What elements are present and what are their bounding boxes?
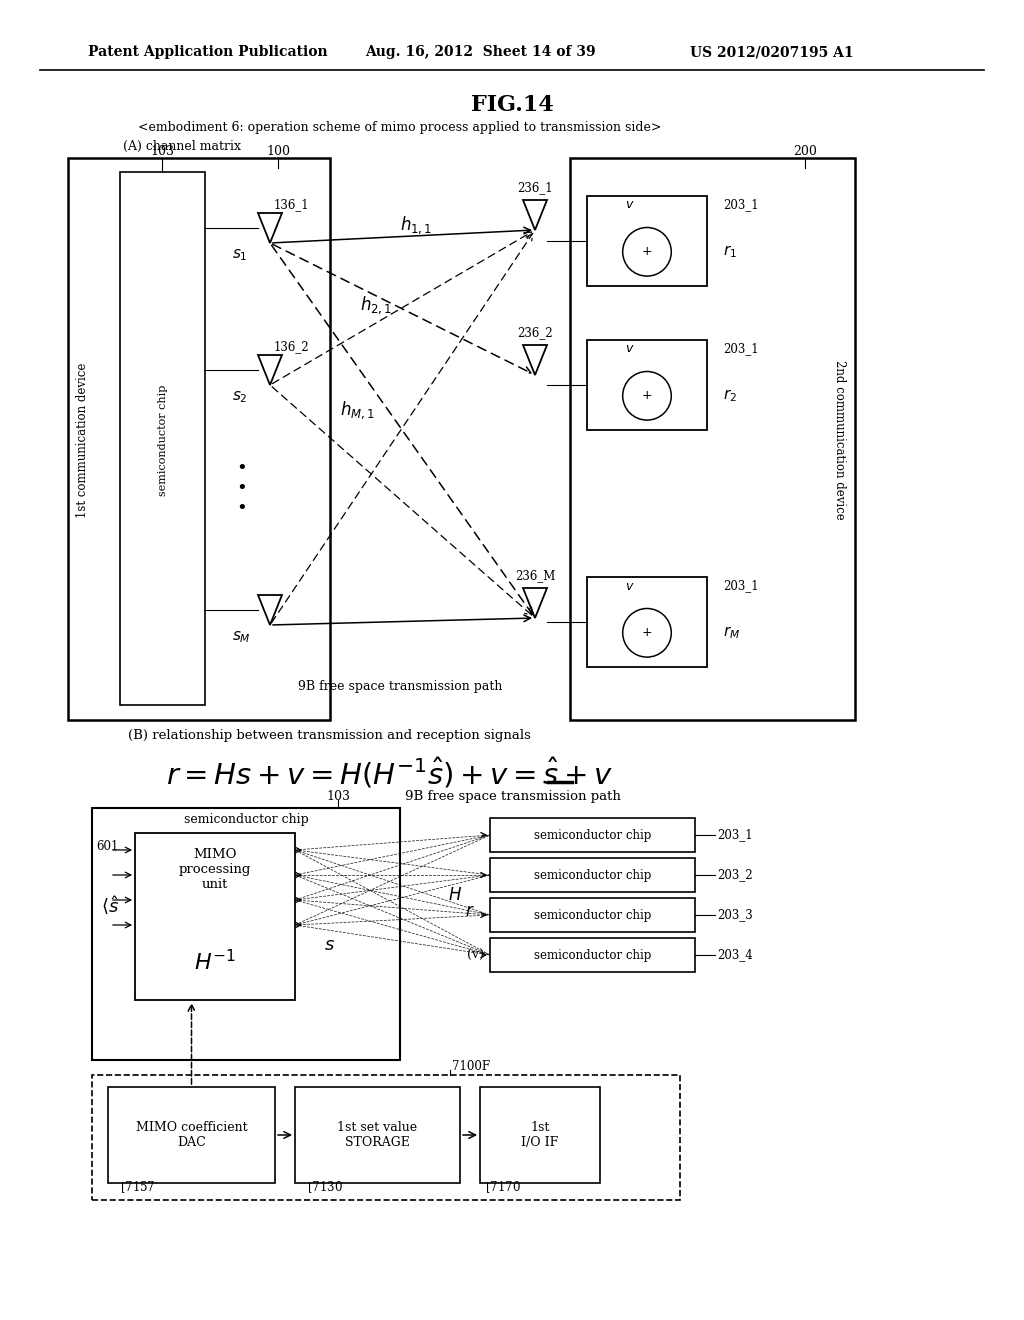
FancyBboxPatch shape bbox=[587, 577, 707, 667]
FancyBboxPatch shape bbox=[587, 341, 707, 430]
Text: v: v bbox=[626, 198, 633, 211]
Text: 203_1: 203_1 bbox=[723, 198, 759, 211]
Text: 601: 601 bbox=[96, 841, 119, 854]
Text: •: • bbox=[237, 459, 248, 477]
Text: 9B free space transmission path: 9B free space transmission path bbox=[298, 680, 502, 693]
Text: 103: 103 bbox=[150, 145, 174, 158]
FancyBboxPatch shape bbox=[92, 1074, 680, 1200]
FancyBboxPatch shape bbox=[295, 1086, 460, 1183]
Text: 100: 100 bbox=[266, 145, 290, 158]
Text: +: + bbox=[642, 626, 652, 639]
Text: (A) channel matrix: (A) channel matrix bbox=[123, 140, 241, 153]
Text: FIG.14: FIG.14 bbox=[471, 94, 553, 116]
Text: $H$: $H$ bbox=[447, 887, 462, 903]
Text: 203_2: 203_2 bbox=[717, 869, 753, 882]
Text: 203_3: 203_3 bbox=[717, 908, 753, 921]
Text: $r_2$: $r_2$ bbox=[723, 388, 737, 404]
Text: 136_2: 136_2 bbox=[274, 341, 309, 354]
Text: +: + bbox=[642, 389, 652, 403]
Text: Aug. 16, 2012  Sheet 14 of 39: Aug. 16, 2012 Sheet 14 of 39 bbox=[365, 45, 596, 59]
FancyBboxPatch shape bbox=[108, 1086, 275, 1183]
Text: 203_1: 203_1 bbox=[723, 579, 759, 593]
Text: $h_{1,1}$: $h_{1,1}$ bbox=[400, 214, 432, 236]
FancyBboxPatch shape bbox=[68, 158, 330, 719]
Text: $h_{2,1}$: $h_{2,1}$ bbox=[360, 294, 392, 315]
FancyBboxPatch shape bbox=[92, 808, 400, 1060]
Text: $h_{M,1}$: $h_{M,1}$ bbox=[340, 399, 375, 421]
Text: 7100F: 7100F bbox=[452, 1060, 490, 1073]
Text: semiconductor chip: semiconductor chip bbox=[183, 813, 308, 826]
FancyBboxPatch shape bbox=[490, 818, 695, 851]
Text: US 2012/0207195 A1: US 2012/0207195 A1 bbox=[690, 45, 854, 59]
FancyBboxPatch shape bbox=[120, 172, 205, 705]
Text: 203_4: 203_4 bbox=[717, 949, 753, 961]
Text: MIMO coefficient
DAC: MIMO coefficient DAC bbox=[136, 1121, 248, 1148]
Text: 236_1: 236_1 bbox=[517, 181, 553, 194]
Text: $r$: $r$ bbox=[465, 903, 475, 920]
Text: v: v bbox=[626, 579, 633, 593]
Text: $r_M$: $r_M$ bbox=[723, 624, 740, 642]
FancyBboxPatch shape bbox=[135, 833, 295, 1001]
Text: 236_2: 236_2 bbox=[517, 326, 553, 339]
FancyBboxPatch shape bbox=[480, 1086, 600, 1183]
Text: semiconductor chip: semiconductor chip bbox=[158, 384, 168, 496]
Text: $r_1$: $r_1$ bbox=[723, 243, 737, 260]
FancyBboxPatch shape bbox=[490, 939, 695, 972]
Text: $s$: $s$ bbox=[325, 936, 336, 954]
FancyBboxPatch shape bbox=[587, 195, 707, 286]
Text: •: • bbox=[237, 479, 248, 498]
Text: 1st
I/O IF: 1st I/O IF bbox=[521, 1121, 559, 1148]
Text: (B) relationship between transmission and reception signals: (B) relationship between transmission an… bbox=[128, 730, 530, 742]
Text: 1st set value
STORAGE: 1st set value STORAGE bbox=[338, 1121, 418, 1148]
Text: 1st communication device: 1st communication device bbox=[77, 362, 89, 517]
Text: 9B free space transmission path: 9B free space transmission path bbox=[406, 789, 621, 803]
Text: $\lfloor$7157: $\lfloor$7157 bbox=[120, 1179, 156, 1195]
Text: $s_1$: $s_1$ bbox=[232, 247, 248, 263]
Text: +: + bbox=[642, 246, 652, 259]
Text: semiconductor chip: semiconductor chip bbox=[534, 908, 651, 921]
Text: $\langle\hat{s}$: $\langle\hat{s}$ bbox=[101, 894, 119, 916]
Text: •: • bbox=[237, 499, 248, 517]
Text: 2nd communication device: 2nd communication device bbox=[834, 360, 847, 520]
Text: $s_2$: $s_2$ bbox=[232, 389, 248, 405]
Text: 236_M: 236_M bbox=[515, 569, 555, 582]
FancyBboxPatch shape bbox=[490, 858, 695, 892]
Text: 203_1: 203_1 bbox=[723, 342, 759, 355]
Text: $r = Hs + v = H(H^{-1}\hat{s}) + v = \hat{s} + v$: $r = Hs + v = H(H^{-1}\hat{s}) + v = \ha… bbox=[166, 756, 613, 791]
Text: 203_1: 203_1 bbox=[717, 829, 753, 842]
Text: <embodiment 6: operation scheme of mimo process applied to transmission side>: <embodiment 6: operation scheme of mimo … bbox=[138, 121, 662, 135]
Text: semiconductor chip: semiconductor chip bbox=[534, 829, 651, 842]
Text: $s_M$: $s_M$ bbox=[232, 630, 251, 645]
Text: Patent Application Publication: Patent Application Publication bbox=[88, 45, 328, 59]
Text: $H^{-1}$: $H^{-1}$ bbox=[195, 950, 236, 975]
Text: semiconductor chip: semiconductor chip bbox=[534, 869, 651, 882]
Text: $\lfloor$7170: $\lfloor$7170 bbox=[485, 1179, 521, 1195]
Text: 103: 103 bbox=[326, 789, 350, 803]
Text: $\lfloor$7130: $\lfloor$7130 bbox=[307, 1179, 343, 1195]
FancyBboxPatch shape bbox=[490, 898, 695, 932]
Text: semiconductor chip: semiconductor chip bbox=[534, 949, 651, 961]
Text: (v): (v) bbox=[467, 949, 484, 961]
Text: MIMO
processing
unit: MIMO processing unit bbox=[179, 849, 251, 891]
Text: 200: 200 bbox=[793, 145, 817, 158]
FancyBboxPatch shape bbox=[570, 158, 855, 719]
Text: 136_1: 136_1 bbox=[274, 198, 309, 211]
Text: v: v bbox=[626, 342, 633, 355]
